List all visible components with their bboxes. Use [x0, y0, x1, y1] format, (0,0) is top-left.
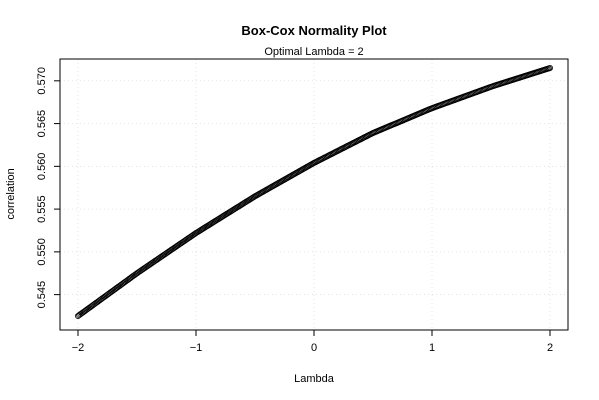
data-point — [547, 65, 554, 72]
chart-subtitle: Optimal Lambda = 2 — [264, 46, 363, 58]
y-tick-label: 0.570 — [36, 67, 48, 95]
y-tick-label: 0.545 — [36, 281, 48, 309]
y-tick-label: 0.550 — [36, 238, 48, 266]
y-tick-label: 0.555 — [36, 195, 48, 223]
x-tick-label: 1 — [429, 342, 435, 354]
x-tick-label: −1 — [190, 342, 203, 354]
chart-title: Box-Cox Normality Plot — [241, 23, 387, 38]
y-tick-label: 0.560 — [36, 153, 48, 181]
x-axis-label: Lambda — [294, 373, 335, 385]
y-axis: 0.545 0.550 0.555 0.560 0.565 0.570 — [36, 67, 60, 308]
y-axis-label: correlation — [5, 168, 17, 219]
grid-lines — [60, 59, 568, 330]
x-tick-label: −2 — [72, 342, 85, 354]
y-tick-label: 0.565 — [36, 110, 48, 138]
x-axis: −2 −1 0 1 2 — [72, 330, 553, 354]
data-points — [75, 65, 554, 319]
x-tick-label: 0 — [311, 342, 317, 354]
x-tick-label: 2 — [547, 342, 553, 354]
